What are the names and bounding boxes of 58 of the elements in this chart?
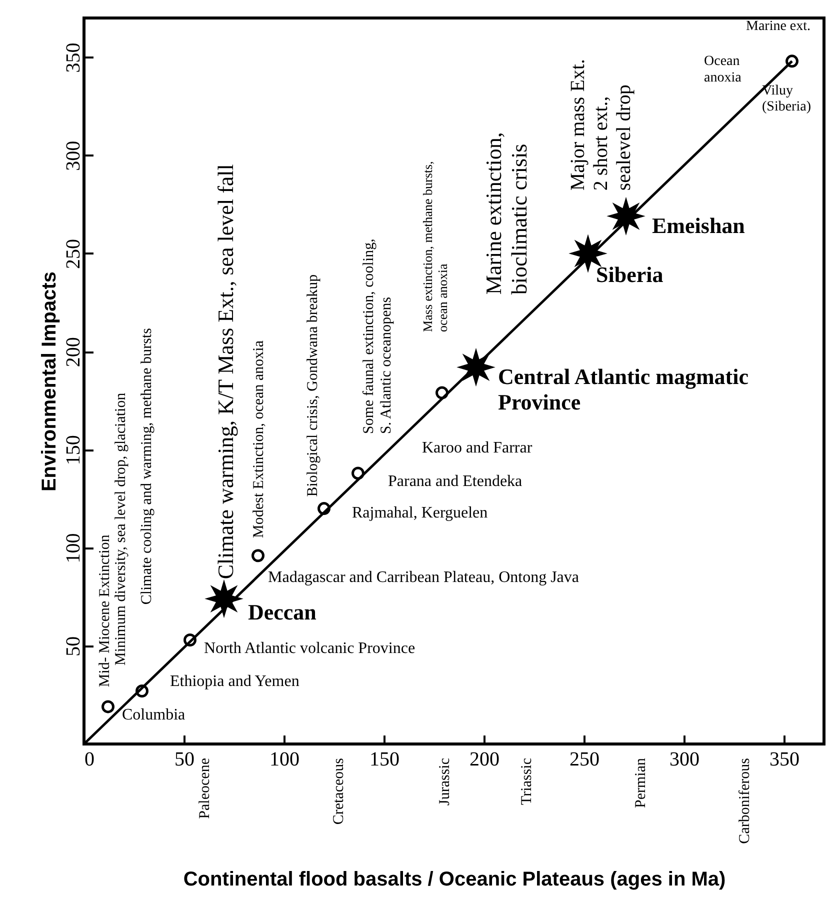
annotation: Major mass Ext. 2 short ext., sealevel drop: [567, 59, 635, 191]
annotation: Ocean anoxia: [704, 54, 742, 86]
annotation: Parana and Etendeka: [388, 473, 522, 490]
y-tick-label: 350: [62, 42, 84, 73]
point: [352, 466, 364, 480]
annotation: Mid- Miocene Extinction: [97, 534, 113, 688]
point: [204, 579, 244, 618]
point: [786, 54, 798, 68]
text: Permian: [633, 758, 649, 808]
annotation: Madagascar and Carribean Plateau, Ontong Java: [268, 569, 579, 586]
y-tick-label: 150: [62, 435, 84, 466]
text: Jurassic: [437, 758, 453, 806]
point: [102, 700, 114, 714]
annotation: Ethiopia and Yemen: [170, 673, 300, 690]
text: Triassic: [519, 758, 535, 805]
point: [184, 634, 196, 646]
point: [606, 196, 646, 236]
x-tick-label: 0: [84, 748, 94, 770]
annotation: Mass extinction, methane bursts, ocean anoxia: [420, 161, 450, 332]
annotation: Biological crisis, Gondwana breakup: [305, 274, 321, 497]
annotation: Climate cooling and warming, methane bursts: [139, 328, 155, 605]
annotation: Siberia: [596, 262, 664, 288]
annotation: Minimum diversity, sea level drop, glaciation: [113, 392, 129, 666]
x-axis-title: Continental flood basalts / Oceanic Plateaus (ages in Ma): [183, 868, 726, 890]
annotation: Central Atlantic magmatic Province: [498, 364, 749, 414]
annotation: North Atlantic volcanic Province: [204, 640, 416, 657]
annotation: Marine extinction, bioclimatic crisis: [481, 132, 532, 295]
y-tick-label: 250: [62, 238, 84, 269]
text: Carboniferous: [737, 758, 753, 844]
y-axis-title: Environmental Impacts: [38, 271, 60, 492]
annotation: Some faunal extinction, cooling, S. Atlantic oceanopens: [361, 238, 394, 434]
x-tick-label: 200: [470, 748, 500, 770]
annotation: Viluy (Siberia): [762, 84, 812, 115]
text: Paleocene: [197, 758, 213, 819]
annotation: Modest Extinction, ocean anoxia: [251, 340, 267, 538]
annotation: Columbia: [122, 706, 186, 724]
x-tick-label: 50: [174, 748, 194, 770]
x-tick-label: 150: [370, 748, 400, 770]
point: [252, 549, 264, 562]
annotation: Karoo and Farrar: [422, 440, 533, 457]
point: [136, 684, 148, 698]
annotation: Deccan: [248, 600, 316, 625]
annotation: Rajmahal, Kerguelen: [352, 504, 488, 522]
point: [436, 386, 448, 400]
y-tick-label: 300: [62, 140, 84, 171]
annotation: Emeishan: [652, 212, 745, 238]
x-tick-label: 250: [570, 748, 600, 770]
x-tick-label: 300: [670, 748, 700, 770]
annotation: Climate warming, K/T Mass Ext., sea level fall: [213, 164, 238, 580]
x-tick-label: 100: [270, 748, 300, 770]
y-tick-label: 100: [62, 533, 84, 564]
text: Cretaceous: [331, 758, 347, 825]
y-tick-label: 200: [62, 337, 84, 368]
point: [318, 502, 330, 516]
point: [456, 348, 496, 387]
x-tick-label: 350: [770, 748, 800, 770]
annotation: Marine ext.: [746, 18, 811, 34]
y-tick-label: 50: [62, 636, 84, 656]
